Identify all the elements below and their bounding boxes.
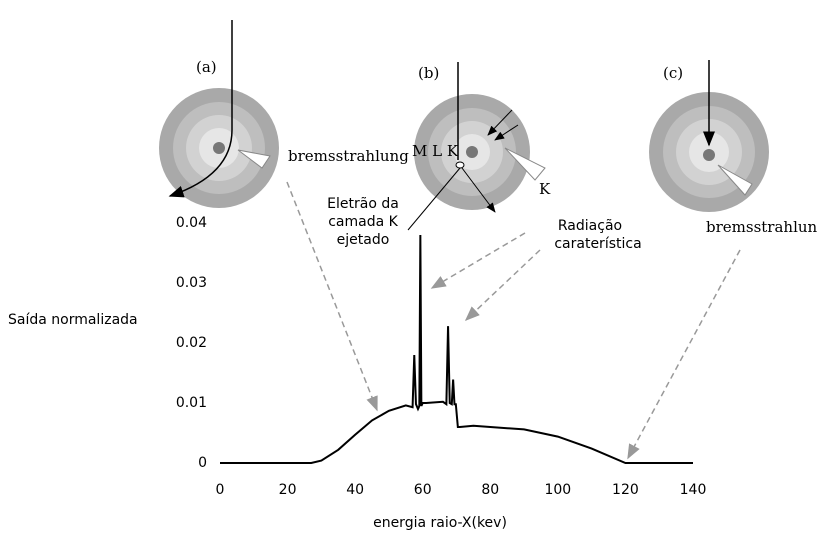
x-tick-label: 120 [612, 482, 639, 498]
x-tick-label: 100 [544, 482, 571, 498]
annotation: (c) [663, 64, 683, 82]
annotation: bremsstrahlung [288, 147, 409, 165]
y-tick-label: 0.03 [176, 275, 207, 291]
atom-c [649, 60, 769, 212]
atom-a [159, 20, 279, 208]
x-tick-label: 0 [216, 482, 225, 498]
x-tick-label: 20 [279, 482, 297, 498]
chart: energia raio-X(kev) Saída normalizada 00… [0, 0, 817, 533]
x-axis-label: energia raio-X(kev) [373, 515, 507, 531]
annotation: Radiação [558, 218, 622, 234]
x-tick-label: 40 [346, 482, 364, 498]
y-tick-label: 0.04 [176, 215, 207, 231]
annotation: caraterística [554, 236, 641, 252]
y-tick-label: 0.01 [176, 395, 207, 411]
spectrum-line [220, 235, 693, 463]
annotation: ejetado [337, 232, 390, 248]
y-axis-label: Saída normalizada [8, 312, 138, 328]
annotation: (a) [196, 58, 217, 76]
annotation: (b) [418, 64, 439, 82]
annotation: M L K [412, 142, 459, 160]
annotation: camada K [328, 214, 398, 230]
y-tick-label: 0.02 [176, 335, 207, 351]
x-tick-label: 140 [680, 482, 707, 498]
annotation: Eletrão da [327, 196, 399, 212]
annotation: bremsstrahlung [706, 218, 817, 236]
x-tick-label: 60 [414, 482, 432, 498]
y-tick-label: 0 [198, 455, 207, 471]
annotation: K [539, 180, 551, 198]
x-tick-label: 80 [481, 482, 499, 498]
